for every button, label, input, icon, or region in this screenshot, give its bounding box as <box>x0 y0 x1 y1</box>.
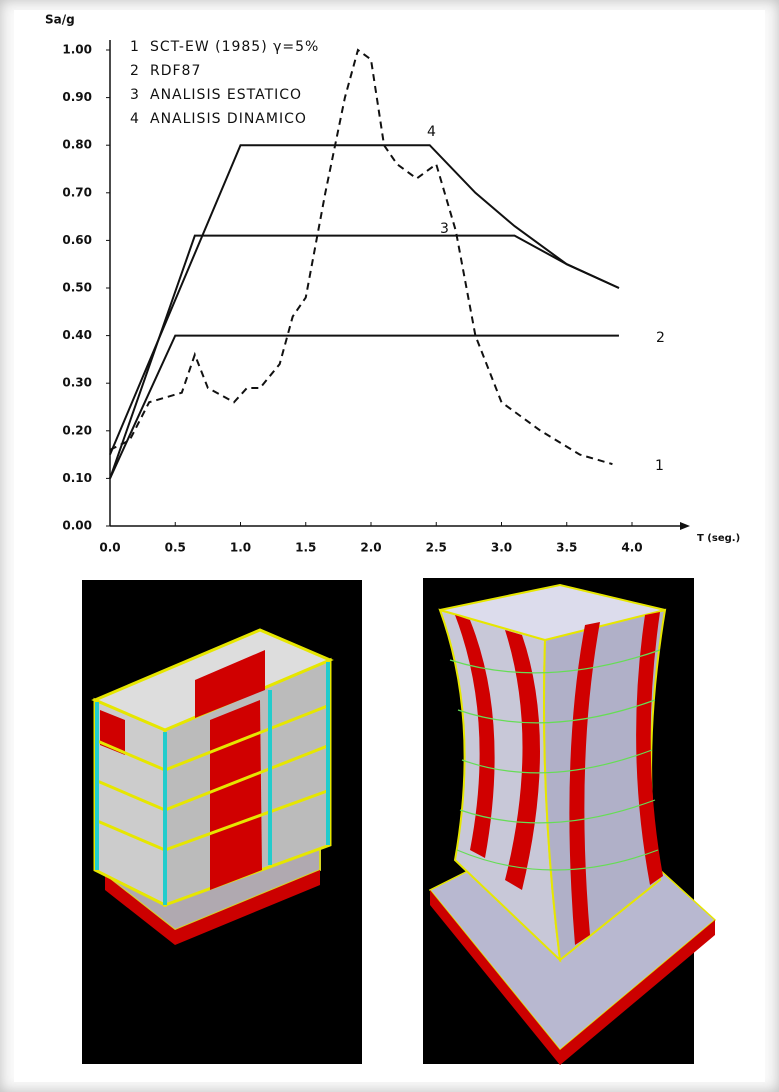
x-tick-label: 1.0 <box>230 541 251 555</box>
line-label: 3 <box>440 221 450 237</box>
x-axis-label: T (seg.) <box>697 533 740 544</box>
line-label: 2 <box>656 330 666 346</box>
series-line <box>109 334 619 479</box>
line-label: 4 <box>427 124 437 140</box>
x-tick-label: 0.0 <box>99 541 120 555</box>
x-tick-label: 2.5 <box>426 541 447 555</box>
x-tick-label: 3.0 <box>491 541 512 555</box>
y-tick-label: 0.10 <box>62 471 92 485</box>
legend-label: ANALISIS ESTATICO <box>150 87 302 103</box>
y-tick-label: 0.30 <box>62 376 92 390</box>
legend-label: SCT-EW (1985) γ=5% <box>150 39 319 55</box>
x-tick-label: 3.5 <box>556 541 577 555</box>
series-line <box>109 144 620 455</box>
legend-number: 4 <box>130 111 140 127</box>
legend-number: 1 <box>130 39 140 55</box>
y-tick-label: 0.50 <box>62 281 92 295</box>
legend-label: ANALISIS DINAMICO <box>150 111 307 127</box>
legend-label: RDF87 <box>150 63 201 79</box>
legend-number: 2 <box>130 63 140 79</box>
y-axis-label: Sa/g <box>45 13 75 27</box>
axis-arrow <box>680 522 690 530</box>
building-image-left <box>82 580 362 1064</box>
y-tick-label: 0.70 <box>62 185 92 199</box>
line-label: 1 <box>655 458 665 474</box>
y-tick-label: 0.20 <box>62 423 92 437</box>
building-image-right <box>423 578 717 1065</box>
y-tick-label: 0.40 <box>62 328 92 342</box>
y-tick-label: 1.00 <box>62 43 92 57</box>
y-tick-label: 0.90 <box>62 90 92 104</box>
x-tick-label: 0.5 <box>165 541 186 555</box>
y-tick-label: 0.60 <box>62 233 92 247</box>
y-tick-label: 0.80 <box>62 138 92 152</box>
x-tick-label: 4.0 <box>621 541 642 555</box>
x-tick-label: 2.0 <box>360 541 381 555</box>
x-tick-label: 1.5 <box>295 541 316 555</box>
legend-number: 3 <box>130 87 140 103</box>
y-tick-label: 0.00 <box>62 519 92 533</box>
